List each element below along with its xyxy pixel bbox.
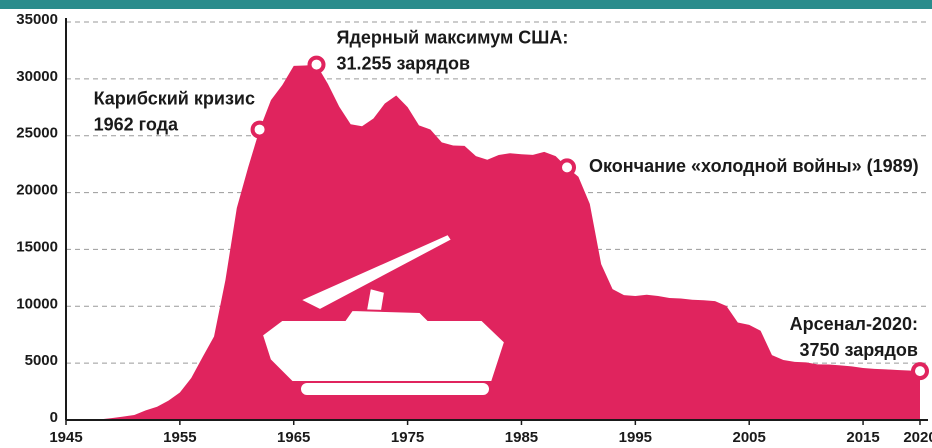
y-tick-label: 20000 bbox=[16, 182, 58, 199]
chart: 0 5000 10000 15000 20000 25000 30000 35000 1945 1… bbox=[0, 0, 932, 448]
y-tick-label: 15000 bbox=[16, 238, 58, 255]
annotation-text: Карибский кризис bbox=[94, 88, 255, 108]
header-band bbox=[0, 0, 932, 9]
hull bbox=[262, 310, 505, 382]
x-tick-label: 2020 bbox=[903, 429, 932, 446]
annotation-text: 31.255 зарядов bbox=[337, 53, 471, 73]
y-tick-label: 5000 bbox=[25, 352, 58, 369]
x-tick-label: 2015 bbox=[846, 429, 879, 446]
annotation-marker bbox=[253, 123, 267, 137]
annotation-marker bbox=[560, 160, 574, 174]
annotation-text: 3750 зарядов bbox=[799, 340, 918, 360]
annotation-marker bbox=[310, 58, 324, 72]
y-tick-label: 25000 bbox=[16, 125, 58, 142]
y-tick-label: 35000 bbox=[16, 11, 58, 28]
annotation-text: Арсенал-2020: bbox=[790, 314, 918, 334]
x-tick-label: 1965 bbox=[277, 429, 310, 446]
x-tick-label: 1975 bbox=[391, 429, 424, 446]
annotation-marker bbox=[913, 364, 927, 378]
y-tick-label: 30000 bbox=[16, 68, 58, 85]
annotation-text: Окончание «холодной войны» (1989) bbox=[589, 156, 919, 176]
x-tick-label: 1985 bbox=[505, 429, 538, 446]
y-tick-label: 10000 bbox=[16, 295, 58, 312]
x-tick-label: 2005 bbox=[733, 429, 766, 446]
x-tick-label: 1945 bbox=[49, 429, 82, 446]
annotation-text: Ядерный максимум США: bbox=[337, 27, 569, 47]
annotation-text: 1962 года bbox=[94, 114, 179, 134]
x-tick-label: 1955 bbox=[163, 429, 196, 446]
x-tick-label: 1995 bbox=[619, 429, 652, 446]
track bbox=[300, 382, 490, 396]
y-tick-label: 0 bbox=[50, 409, 58, 426]
